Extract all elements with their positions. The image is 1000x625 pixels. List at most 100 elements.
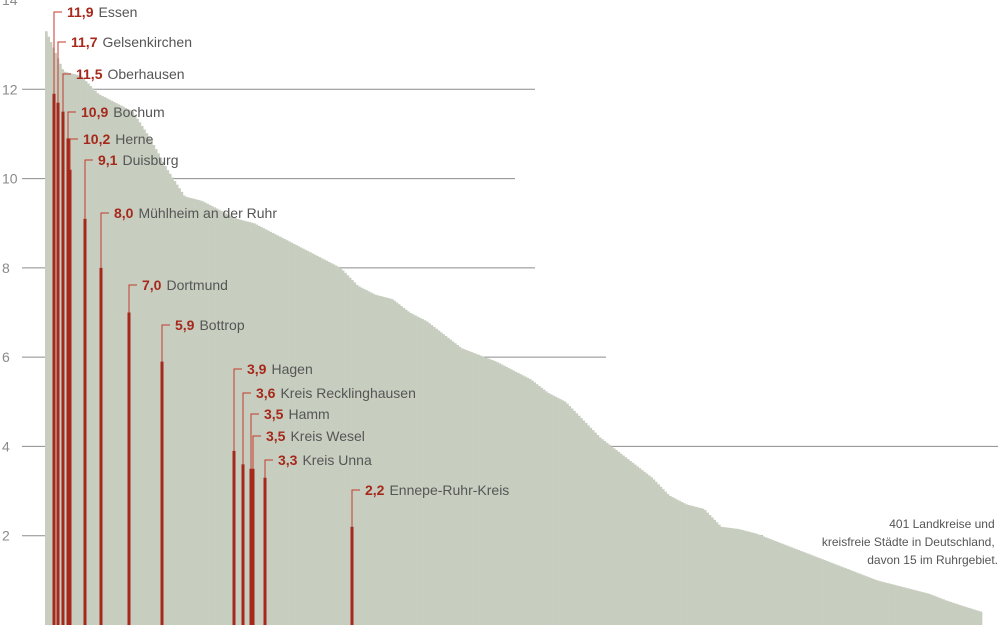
bar (545, 391, 548, 625)
bar (685, 504, 688, 625)
bar (502, 365, 506, 625)
bar (928, 593, 931, 625)
bar (231, 216, 235, 625)
y-tick-label: 4 (2, 438, 10, 454)
bar (755, 533, 759, 625)
bar (872, 578, 875, 625)
bar (481, 356, 485, 625)
y-tick-label: 8 (2, 260, 10, 276)
bar (311, 253, 315, 625)
bar (591, 430, 595, 625)
bar (883, 582, 887, 625)
bar (103, 97, 107, 625)
bar (470, 352, 473, 625)
bar (168, 173, 172, 625)
bar (171, 177, 174, 625)
highlight-bar (61, 111, 65, 625)
bar (757, 534, 761, 625)
bar (278, 236, 282, 625)
bar (724, 527, 728, 625)
bar (276, 235, 280, 625)
bar (187, 197, 191, 625)
bar (760, 535, 763, 625)
bar-label: 11,7 Gelsenkirchen (71, 34, 192, 50)
bar (788, 546, 791, 625)
bar (175, 184, 179, 625)
bar (598, 437, 602, 625)
bar-label: 5,9 Bottrop (175, 317, 245, 333)
bar (70, 73, 74, 625)
bar-label-name: Kreis Recklinghausen (280, 385, 415, 401)
bar (967, 607, 971, 625)
bar (636, 466, 639, 625)
bar (500, 364, 504, 625)
bar (164, 166, 167, 625)
bar-label-name: Bottrop (199, 317, 244, 333)
bar (437, 330, 441, 625)
bar (105, 98, 109, 625)
bar (252, 223, 256, 625)
bar (145, 133, 149, 625)
bar (493, 361, 497, 625)
bar (374, 294, 378, 625)
bar (236, 219, 240, 625)
bar (281, 237, 284, 625)
bar (818, 558, 822, 625)
bar (449, 339, 452, 625)
bar (122, 106, 125, 625)
bar (638, 468, 642, 625)
highlight-bar (83, 218, 87, 625)
bar (87, 83, 90, 625)
highlight-bar (350, 526, 354, 625)
bar (418, 317, 422, 625)
highlight-bar (241, 464, 245, 625)
bar (505, 366, 509, 625)
bar (269, 231, 273, 625)
bar (528, 378, 532, 625)
annotation-note: 401 Landkreise und kreisfreie Städte in … (822, 517, 998, 567)
bar (124, 107, 128, 625)
bar (559, 399, 562, 625)
bar (491, 360, 494, 625)
bar (409, 313, 413, 625)
bar (194, 199, 198, 625)
highlight-bar (56, 102, 60, 625)
bar (353, 282, 357, 625)
bar-label-name: Mühlheim an der Ruhr (138, 205, 277, 221)
bar (554, 396, 558, 625)
bar (956, 604, 959, 625)
bar (416, 316, 420, 625)
bar (379, 296, 382, 625)
bar (650, 477, 653, 625)
highlight-bar (232, 450, 236, 625)
bar (925, 593, 929, 625)
bar-label-value: 11,5 (76, 66, 103, 82)
y-tick-label: 2 (2, 528, 10, 544)
bar-label-name: Duisburg (122, 152, 178, 168)
bar (89, 85, 93, 625)
bar-label: 3,6 Kreis Recklinghausen (256, 385, 416, 401)
bar (360, 287, 364, 625)
bar (937, 597, 941, 625)
bar (713, 519, 716, 625)
bar (266, 230, 270, 625)
bar (182, 195, 186, 625)
bar (264, 229, 268, 625)
bar (173, 181, 177, 625)
bar (330, 263, 333, 625)
bar (806, 553, 810, 625)
bar (390, 299, 394, 625)
bar (302, 248, 305, 625)
y-tick-label: 10 (2, 171, 18, 187)
leader-line (57, 41, 66, 103)
bar (217, 209, 221, 625)
bar (909, 589, 913, 625)
bar (243, 220, 247, 625)
bar (332, 264, 336, 625)
bar (792, 548, 796, 625)
bar (96, 93, 100, 625)
bar (351, 280, 354, 625)
bar (844, 568, 847, 625)
bar (970, 608, 974, 625)
bar (147, 136, 151, 625)
